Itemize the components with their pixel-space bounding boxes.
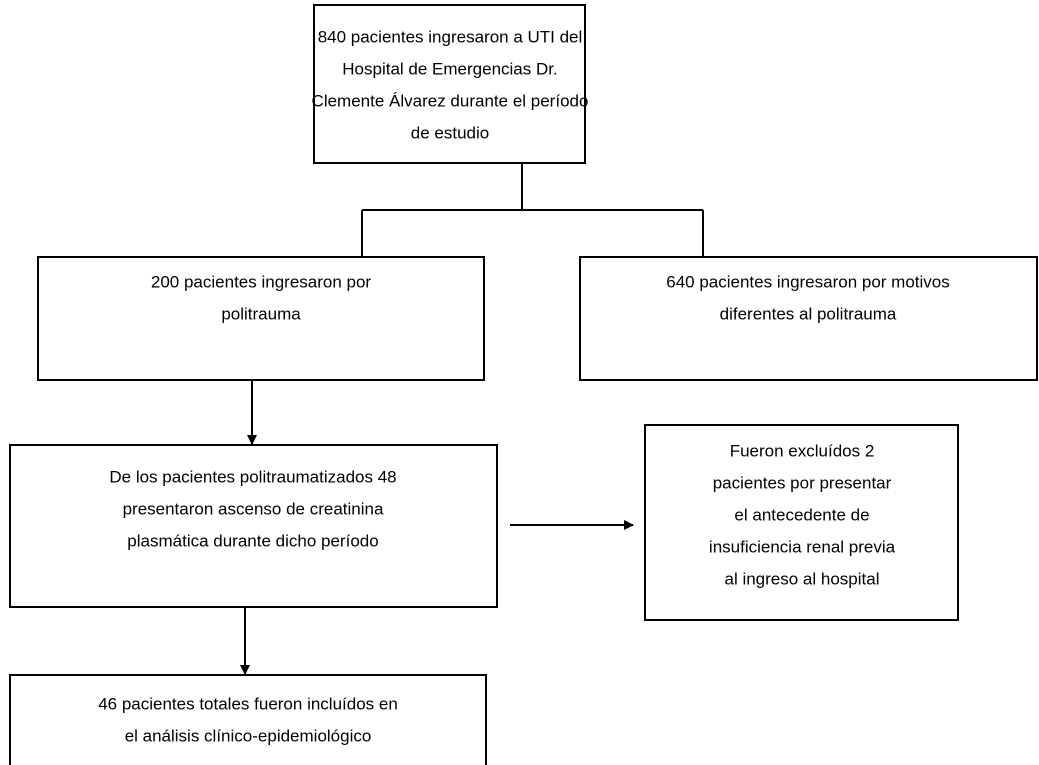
- node-text: politrauma: [221, 304, 301, 323]
- node-text: 46 pacientes totales fueron incluídos en: [98, 694, 398, 713]
- node-box: [313, 4, 586, 164]
- node-box: [9, 674, 487, 765]
- node-text: el antecedente de: [734, 505, 869, 524]
- node-text: Clemente Álvarez durante el período: [312, 91, 589, 110]
- node-text: 200 pacientes ingresaron por: [151, 272, 372, 291]
- node-box: [9, 444, 498, 608]
- node-text: Fueron excluídos 2: [730, 441, 875, 460]
- node-text: plasmática durante dicho período: [127, 531, 378, 550]
- node-text: presentaron ascenso de creatinina: [123, 499, 384, 518]
- node-box: [579, 256, 1038, 381]
- branch-connector: [361, 163, 704, 257]
- node-text: Hospital de Emergencias Dr.: [342, 59, 557, 78]
- node-text: diferentes al politrauma: [720, 304, 897, 323]
- node-text: pacientes por presentar: [713, 473, 892, 492]
- node-text: el análisis clínico-epidemiológico: [125, 726, 372, 745]
- node-box: [37, 256, 485, 381]
- node-text: 840 pacientes ingresaron a UTI del: [318, 27, 583, 46]
- node-text: de estudio: [411, 123, 489, 142]
- node-text: al ingreso al hospital: [725, 569, 880, 588]
- node-text: insuficiencia renal previa: [709, 537, 896, 556]
- node-text: 640 pacientes ingresaron por motivos: [666, 272, 950, 291]
- node-text: De los pacientes politraumatizados 48: [109, 467, 396, 486]
- node-box: [644, 424, 959, 621]
